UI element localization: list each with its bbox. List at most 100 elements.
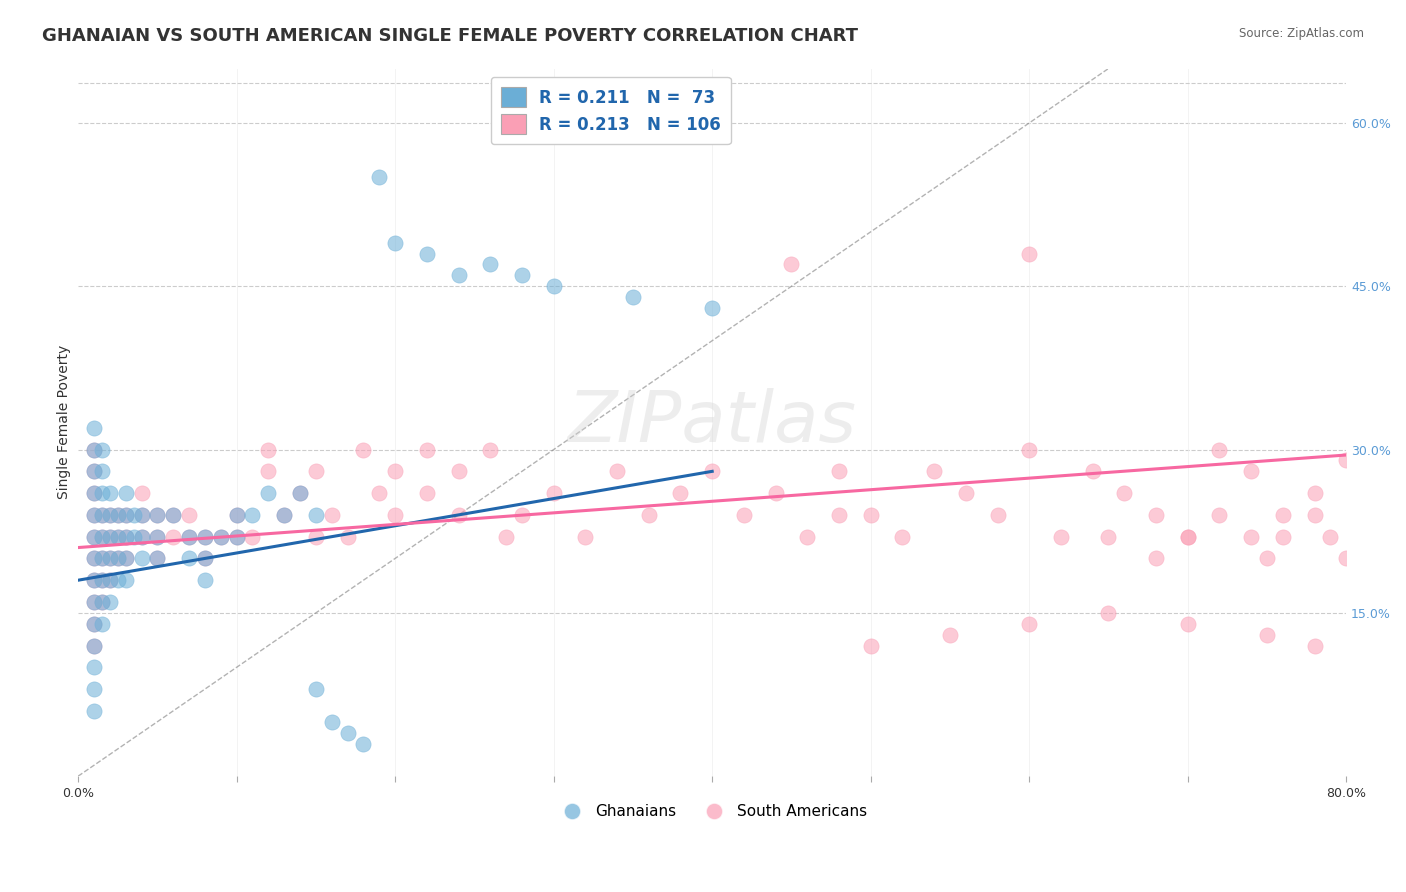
- Point: [384, 235, 406, 250]
- Point: [83, 639, 105, 653]
- Point: [828, 508, 851, 522]
- Point: [495, 530, 517, 544]
- Point: [1081, 464, 1104, 478]
- Point: [384, 508, 406, 522]
- Point: [336, 530, 359, 544]
- Point: [242, 508, 264, 522]
- Point: [162, 508, 184, 522]
- Point: [1114, 486, 1136, 500]
- Point: [257, 486, 280, 500]
- Point: [606, 464, 628, 478]
- Point: [83, 486, 105, 500]
- Point: [98, 530, 121, 544]
- Point: [955, 486, 977, 500]
- Point: [90, 486, 112, 500]
- Point: [114, 530, 136, 544]
- Point: [305, 464, 328, 478]
- Point: [574, 530, 596, 544]
- Point: [305, 508, 328, 522]
- Point: [922, 464, 945, 478]
- Point: [131, 530, 153, 544]
- Point: [146, 530, 169, 544]
- Point: [859, 639, 882, 653]
- Point: [131, 530, 153, 544]
- Point: [83, 530, 105, 544]
- Point: [510, 268, 533, 283]
- Point: [107, 508, 129, 522]
- Point: [98, 573, 121, 587]
- Text: Source: ZipAtlas.com: Source: ZipAtlas.com: [1239, 27, 1364, 40]
- Point: [162, 508, 184, 522]
- Point: [83, 508, 105, 522]
- Point: [90, 508, 112, 522]
- Point: [83, 442, 105, 457]
- Point: [83, 682, 105, 697]
- Point: [98, 508, 121, 522]
- Point: [242, 530, 264, 544]
- Point: [1050, 530, 1073, 544]
- Point: [368, 170, 391, 185]
- Point: [83, 595, 105, 609]
- Point: [83, 442, 105, 457]
- Point: [669, 486, 692, 500]
- Point: [1177, 616, 1199, 631]
- Point: [98, 595, 121, 609]
- Point: [479, 258, 502, 272]
- Point: [305, 682, 328, 697]
- Point: [177, 508, 200, 522]
- Point: [543, 279, 565, 293]
- Point: [90, 595, 112, 609]
- Point: [83, 660, 105, 674]
- Point: [1018, 442, 1040, 457]
- Point: [114, 486, 136, 500]
- Point: [83, 464, 105, 478]
- Point: [447, 508, 470, 522]
- Point: [321, 508, 343, 522]
- Point: [1177, 530, 1199, 544]
- Point: [257, 464, 280, 478]
- Point: [1018, 246, 1040, 260]
- Point: [98, 508, 121, 522]
- Point: [1097, 530, 1119, 544]
- Point: [209, 530, 232, 544]
- Point: [257, 442, 280, 457]
- Point: [146, 508, 169, 522]
- Point: [114, 508, 136, 522]
- Point: [146, 551, 169, 566]
- Point: [98, 486, 121, 500]
- Point: [194, 551, 217, 566]
- Point: [288, 486, 311, 500]
- Point: [122, 530, 145, 544]
- Point: [479, 442, 502, 457]
- Point: [83, 573, 105, 587]
- Point: [447, 268, 470, 283]
- Point: [107, 551, 129, 566]
- Point: [146, 530, 169, 544]
- Point: [83, 508, 105, 522]
- Point: [107, 573, 129, 587]
- Point: [114, 508, 136, 522]
- Point: [122, 508, 145, 522]
- Point: [702, 301, 724, 315]
- Point: [83, 639, 105, 653]
- Point: [83, 421, 105, 435]
- Point: [83, 464, 105, 478]
- Point: [780, 258, 803, 272]
- Point: [83, 704, 105, 718]
- Point: [305, 530, 328, 544]
- Point: [194, 551, 217, 566]
- Point: [209, 530, 232, 544]
- Point: [90, 508, 112, 522]
- Point: [859, 508, 882, 522]
- Point: [1336, 551, 1358, 566]
- Y-axis label: Single Female Poverty: Single Female Poverty: [58, 345, 72, 500]
- Point: [194, 573, 217, 587]
- Point: [1336, 453, 1358, 467]
- Point: [1018, 616, 1040, 631]
- Point: [83, 616, 105, 631]
- Point: [90, 573, 112, 587]
- Point: [621, 290, 644, 304]
- Point: [90, 551, 112, 566]
- Point: [321, 714, 343, 729]
- Point: [353, 737, 375, 751]
